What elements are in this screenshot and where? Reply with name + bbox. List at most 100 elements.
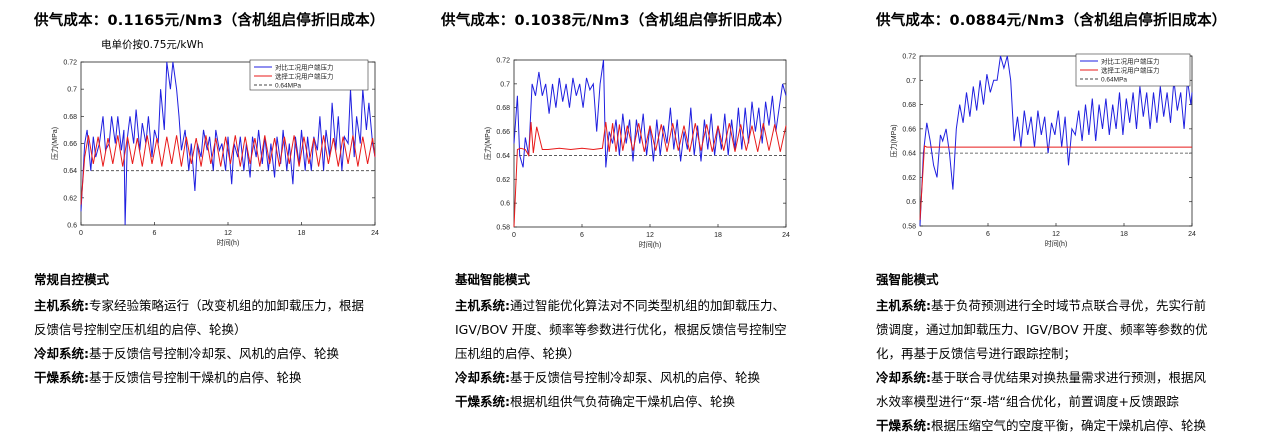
legend-entry: 0.64MPa bbox=[1101, 77, 1127, 84]
column-3-title: 供气成本：0.0884元/Nm3（含机组启停折旧成本） bbox=[876, 13, 1227, 29]
x-axis-label: 时间(h) bbox=[217, 238, 240, 247]
y-tick-label: 0.6 bbox=[906, 199, 916, 206]
y-axis-label: 压力(MPa) bbox=[50, 127, 59, 160]
column-1-subtitle: 电单价按0.75元/kWh bbox=[101, 39, 204, 51]
series-line-selected bbox=[919, 145, 1192, 220]
description-line: 反馈信号控制空压机组的启停、轮换） bbox=[34, 318, 424, 342]
system-label: 干燥系统: bbox=[455, 394, 510, 409]
column-2-title: 供气成本：0.1038元/Nm3（含机组启停折旧成本） bbox=[441, 13, 792, 29]
description-text: 水效率模型进行“泵-塔“组合优化，前置调度+反馈跟踪 bbox=[876, 394, 1179, 409]
y-tick-label: 0.68 bbox=[902, 102, 916, 109]
description-text: 基于反馈信号控制干燥机的启停、轮换 bbox=[89, 370, 302, 385]
y-tick-label: 0.66 bbox=[496, 129, 510, 136]
y-axis-label: 压力(MPa) bbox=[483, 127, 492, 160]
legend-entry: 0.64MPa bbox=[275, 83, 301, 90]
description-line: 主机系统:专家经验策略运行（改变机组的加卸载压力，根据 bbox=[34, 294, 424, 318]
description-text: 基于反馈信号控制冷却泵、风机的启停、轮换 bbox=[510, 370, 761, 385]
description-line: 冷却系统:基于反馈信号控制冷却泵、风机的启停、轮换 bbox=[455, 366, 835, 390]
pressure-chart-strong-smart: 0.58 0.6 0.62 0.64 0.66 0.68 0.7 0.72 0 6 12 18 24 时间… bbox=[889, 54, 1196, 249]
y-tick-label: 0.66 bbox=[902, 126, 916, 133]
x-tick-label: 24 bbox=[1188, 231, 1196, 238]
description-text: 化，再基于反馈信号进行跟踪控制； bbox=[876, 346, 1077, 361]
plot-area bbox=[513, 59, 787, 228]
x-tick-label: 0 bbox=[918, 231, 922, 238]
description-line: 冷却系统:基于联合寻优结果对换热量需求进行预测，根据风 bbox=[876, 366, 1261, 390]
legend-entry: 对比工况用户端压力 bbox=[275, 63, 334, 72]
description-text: 根据压缩空气的空度平衡，确定干燥机启停、轮换 bbox=[931, 418, 1207, 433]
x-tick-label: 24 bbox=[371, 230, 379, 237]
legend-entry: 对比工况用户端压力 bbox=[1101, 57, 1160, 66]
description-text: 基于反馈信号控制冷却泵、风机的启停、轮换 bbox=[89, 346, 340, 361]
mode-name: 基础智能模式 bbox=[455, 272, 531, 287]
system-label: 主机系统: bbox=[34, 298, 89, 313]
description-line: 化，再基于反馈信号进行跟踪控制； bbox=[876, 342, 1261, 366]
y-tick-label: 0.58 bbox=[902, 224, 916, 231]
series-line-contrast bbox=[80, 61, 376, 226]
mode-name: 强智能模式 bbox=[876, 272, 939, 287]
x-tick-label: 0 bbox=[512, 232, 516, 239]
description-text: 基于负荷预测进行全时域节点联合寻优，先实行前 bbox=[931, 298, 1207, 313]
description-line: 干燥系统:根据压缩空气的空度平衡，确定干燥机启停、轮换 bbox=[876, 414, 1261, 438]
description-text: 反馈信号控制空压机组的启停、轮换） bbox=[34, 322, 247, 337]
legend-entry: 选择工况用户端压力 bbox=[1101, 66, 1160, 75]
x-tick-label: 12 bbox=[224, 230, 232, 237]
y-tick-label: 0.64 bbox=[496, 153, 510, 160]
x-tick-label: 18 bbox=[1120, 231, 1128, 238]
description-text: 馈调度，通过加卸载压力、IGV/BOV 开度、频率等参数的优 bbox=[876, 322, 1208, 337]
y-tick-label: 0.62 bbox=[63, 195, 77, 202]
y-tick-label: 0.68 bbox=[496, 105, 510, 112]
y-tick-label: 0.6 bbox=[500, 201, 510, 208]
system-label: 主机系统: bbox=[455, 298, 510, 313]
column-1-title: 供气成本：0.1165元/Nm3（含机组启停折旧成本） bbox=[34, 13, 385, 29]
y-tick-label: 0.72 bbox=[496, 58, 510, 65]
system-label: 主机系统: bbox=[876, 298, 931, 313]
y-tick-label: 0.62 bbox=[496, 177, 510, 184]
x-tick-label: 18 bbox=[298, 230, 306, 237]
description-text: 压机组的启停、轮换） bbox=[455, 346, 581, 361]
y-tick-label: 0.7 bbox=[67, 87, 77, 94]
series-line-selected bbox=[80, 135, 376, 205]
x-tick-label: 6 bbox=[580, 232, 584, 239]
x-tick-label: 6 bbox=[986, 231, 990, 238]
x-tick-label: 12 bbox=[1052, 231, 1060, 238]
system-label: 干燥系统: bbox=[34, 370, 89, 385]
description-line: 主机系统:基于负荷预测进行全时域节点联合寻优，先实行前 bbox=[876, 294, 1261, 318]
y-tick-label: 0.7 bbox=[500, 81, 510, 88]
x-tick-label: 18 bbox=[714, 232, 722, 239]
y-tick-label: 0.72 bbox=[63, 60, 77, 67]
description-text: 基于联合寻优结果对换热量需求进行预测，根据风 bbox=[931, 370, 1207, 385]
series-line-selected bbox=[513, 121, 787, 228]
x-tick-label: 6 bbox=[153, 230, 157, 237]
system-label: 冷却系统: bbox=[455, 370, 510, 385]
x-tick-label: 0 bbox=[79, 230, 83, 237]
y-axis-label: 压力(MPa) bbox=[889, 124, 898, 157]
y-tick-label: 0.64 bbox=[902, 151, 916, 158]
y-tick-label: 0.68 bbox=[63, 114, 77, 121]
y-tick-label: 0.64 bbox=[63, 168, 77, 175]
description-text: 根据机组供气负荷确定干燥机启停、轮换 bbox=[510, 394, 736, 409]
system-label: 冷却系统: bbox=[34, 346, 89, 361]
x-axis-label: 时间(h) bbox=[639, 240, 662, 249]
description-text: IGV/BOV 开度、频率等参数进行优化，根据反馈信号控制空 bbox=[455, 322, 787, 337]
y-tick-label: 0.58 bbox=[496, 225, 510, 232]
mode-description-conventional: 常规自控模式 主机系统:专家经验策略运行（改变机组的加卸载压力，根据 反馈信号控制空… bbox=[34, 268, 424, 390]
mode-name: 常规自控模式 bbox=[34, 272, 110, 287]
system-label: 冷却系统: bbox=[876, 370, 931, 385]
mode-description-basic-smart: 基础智能模式 主机系统:通过智能优化算法对不同类型机组的加卸载压力、 IGV/BOV… bbox=[455, 268, 835, 414]
x-tick-label: 24 bbox=[782, 232, 790, 239]
pressure-chart-basic-smart: 0.58 0.6 0.62 0.64 0.66 0.68 0.7 0.72 0 6 12 18 24 时间… bbox=[483, 58, 790, 250]
pressure-chart-conventional: 0.6 0.62 0.64 0.66 0.68 0.7 0.72 0 6 12 18 24 时间(h) 压… bbox=[50, 60, 379, 248]
description-line: 压机组的启停、轮换） bbox=[455, 342, 835, 366]
y-tick-label: 0.72 bbox=[902, 54, 916, 61]
description-line: 水效率模型进行“泵-塔“组合优化，前置调度+反馈跟踪 bbox=[876, 390, 1261, 414]
x-axis-label: 时间(h) bbox=[1045, 239, 1068, 248]
description-text: 通过智能优化算法对不同类型机组的加卸载压力、 bbox=[510, 298, 786, 313]
description-text: 专家经验策略运行（改变机组的加卸载压力，根据 bbox=[89, 298, 365, 313]
series-line-contrast bbox=[919, 55, 1193, 227]
x-tick-label: 12 bbox=[646, 232, 654, 239]
y-tick-label: 0.6 bbox=[67, 223, 77, 230]
y-tick-label: 0.62 bbox=[902, 175, 916, 182]
description-line: 馈调度，通过加卸载压力、IGV/BOV 开度、频率等参数的优 bbox=[876, 318, 1261, 342]
description-line: IGV/BOV 开度、频率等参数进行优化，根据反馈信号控制空 bbox=[455, 318, 835, 342]
system-label: 干燥系统: bbox=[876, 418, 931, 433]
